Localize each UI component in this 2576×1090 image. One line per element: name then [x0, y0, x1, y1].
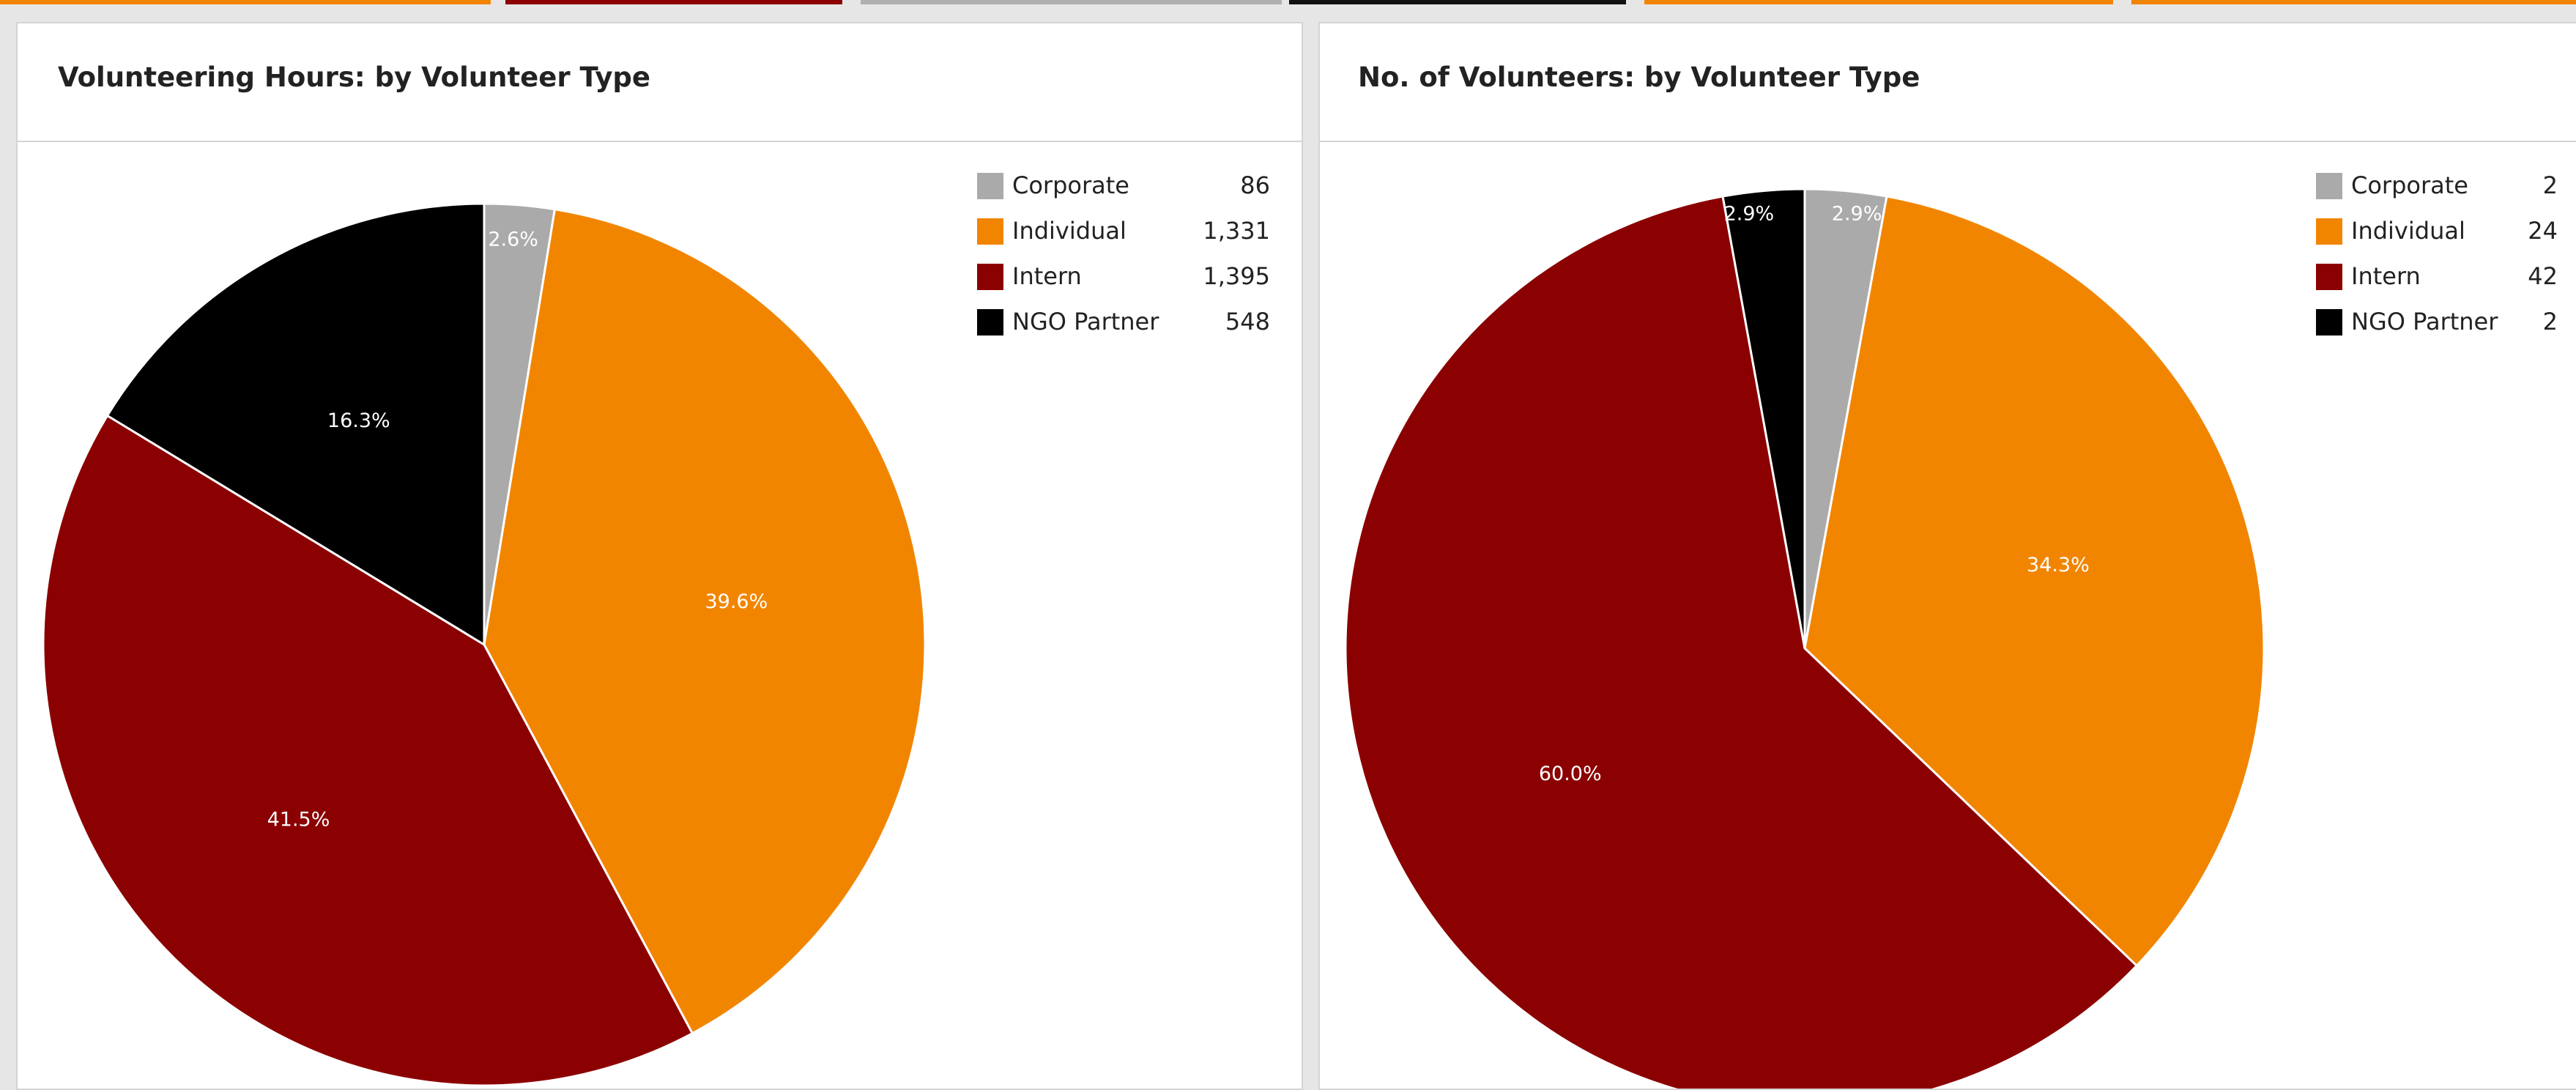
- legend-value: 86: [1240, 171, 1270, 199]
- legend-label: Corporate: [2351, 171, 2468, 199]
- hours-pie-chart: 2.6% 39.6% 41.5% 16.3%: [42, 202, 927, 1087]
- legend-swatch: [977, 173, 1003, 199]
- slice-label-individual: 39.6%: [705, 590, 768, 613]
- panel-header: Volunteering Hours: by Volunteer Type: [18, 23, 1302, 142]
- top-tab-3[interactable]: [861, 0, 1282, 4]
- slice-label-individual: 34.3%: [2027, 554, 2090, 576]
- pie-slice-ngo-partner[interactable]: [1721, 188, 1806, 649]
- legend-value: 1,331: [1203, 217, 1270, 245]
- legend-value: 2: [2542, 308, 2558, 335]
- legend-swatch: [977, 218, 1003, 245]
- panel-header: No. of Volunteers: by Volunteer Type: [1320, 23, 2576, 142]
- slice-label-ngo-partner: 16.3%: [327, 409, 390, 432]
- chart-title: No. of Volunteers: by Volunteer Type: [1358, 62, 1920, 93]
- legend-label: Corporate: [1012, 171, 1129, 199]
- legend-label: Intern: [1012, 262, 1082, 290]
- legend-swatch: [977, 309, 1003, 335]
- pie-slice-intern[interactable]: [42, 414, 694, 1087]
- pie-slice-individual[interactable]: [1803, 195, 2265, 968]
- pie-slice-ngo-partner[interactable]: [105, 202, 486, 647]
- legend-label: Individual: [2351, 217, 2465, 245]
- top-tab-6[interactable]: [2131, 0, 2576, 4]
- legend-value: 2: [2542, 171, 2558, 199]
- top-tab-4[interactable]: [1289, 0, 1626, 4]
- legend-value: 1,395: [1203, 262, 1270, 290]
- legend-label: NGO Partner: [2351, 308, 2498, 335]
- legend-swatch: [2316, 309, 2342, 335]
- slice-label-ngo-partner: 2.9%: [1724, 202, 1775, 225]
- legend-swatch: [2316, 173, 2342, 199]
- chart-title: Volunteering Hours: by Volunteer Type: [58, 62, 651, 93]
- hours-chart-panel: Volunteering Hours: by Volunteer Type 2.…: [16, 22, 1303, 1090]
- legend-label: Individual: [1012, 217, 1126, 245]
- slice-label-corporate: 2.6%: [488, 228, 538, 251]
- top-tab-2[interactable]: [505, 0, 842, 4]
- legend-swatch: [2316, 264, 2342, 290]
- legend-value: 548: [1225, 308, 1270, 335]
- legend-value: 42: [2528, 262, 2558, 290]
- top-tab-5[interactable]: [1644, 0, 2113, 4]
- legend-swatch: [2316, 218, 2342, 245]
- pie-slice-individual[interactable]: [483, 208, 927, 1035]
- legend-label: Intern: [2351, 262, 2421, 290]
- pie-slice-intern[interactable]: [1344, 195, 2139, 1090]
- slice-label-intern: 60.0%: [1539, 763, 1602, 785]
- top-tab-1[interactable]: [0, 0, 491, 4]
- legend-swatch: [977, 264, 1003, 290]
- legend-value: 24: [2528, 217, 2558, 245]
- slice-label-intern: 41.5%: [267, 809, 330, 831]
- legend-label: NGO Partner: [1012, 308, 1159, 335]
- volunteers-chart-panel: No. of Volunteers: by Volunteer Type 2.9…: [1318, 22, 2576, 1090]
- top-tab-strip: [0, 0, 2576, 22]
- slice-label-corporate: 2.9%: [1832, 202, 1882, 225]
- volunteers-pie-chart: 2.9% 34.3% 60.0% 2.9%: [1344, 188, 2265, 1090]
